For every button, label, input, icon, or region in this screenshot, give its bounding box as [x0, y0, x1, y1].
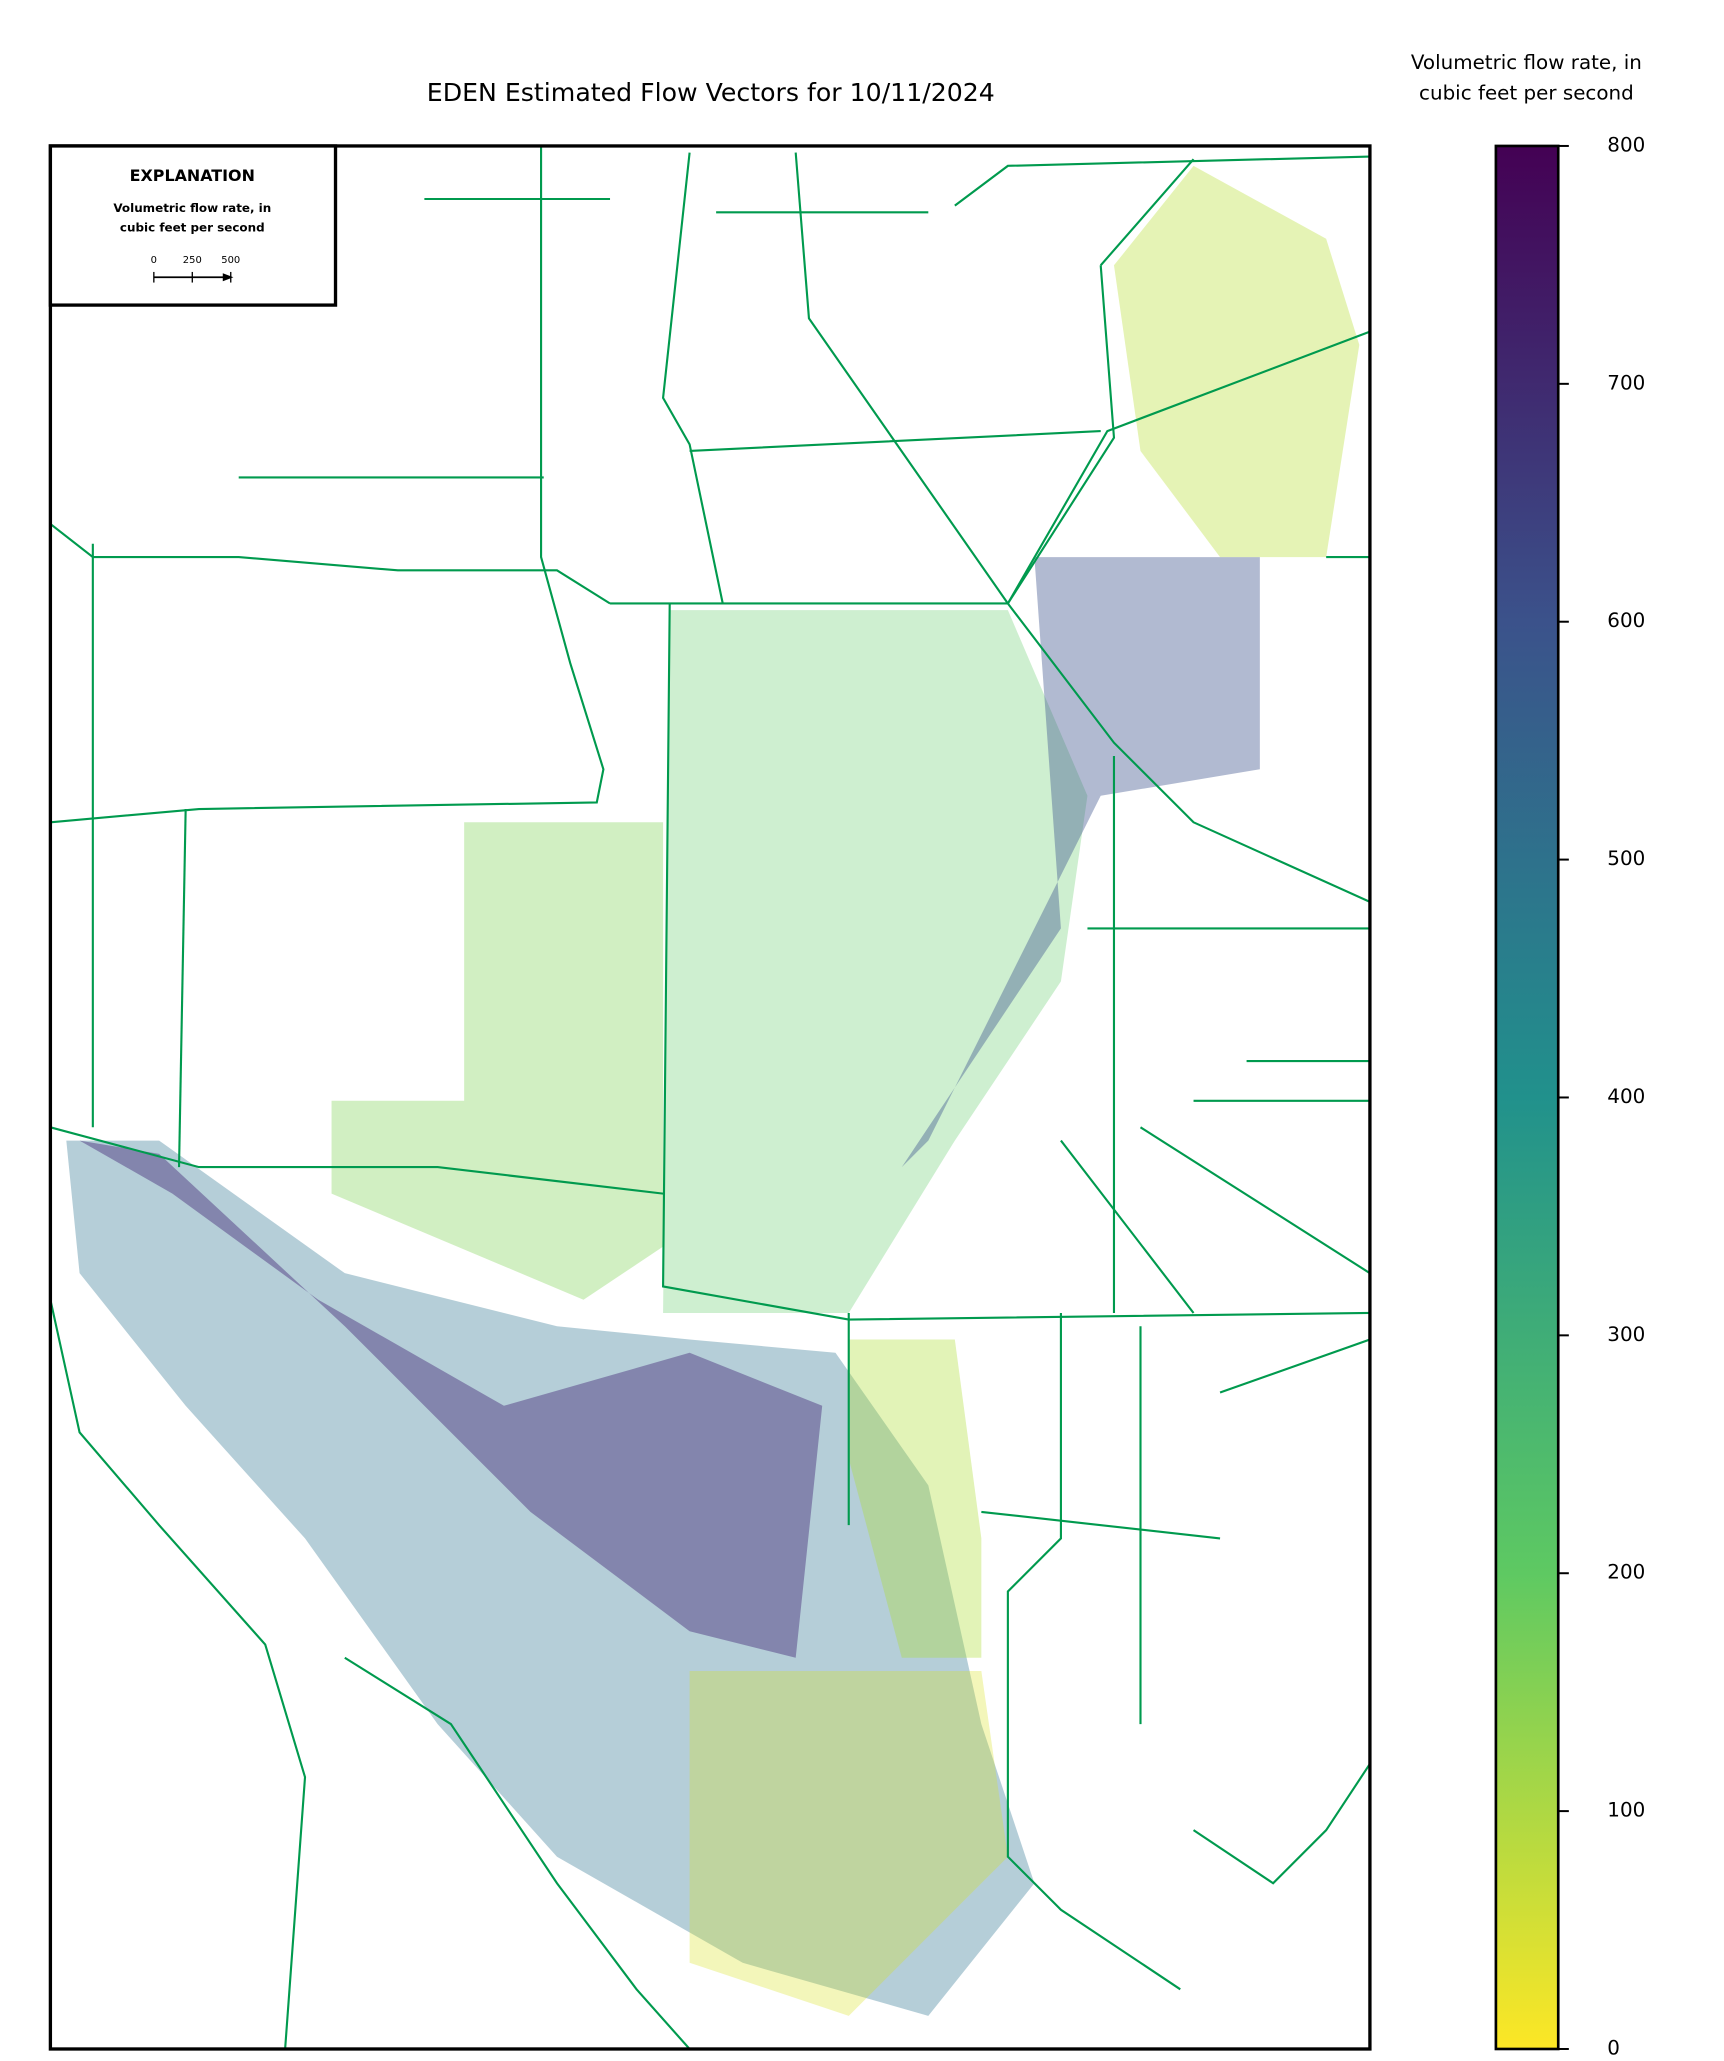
- colorbar-tick-label: 500: [1607, 847, 1645, 870]
- scale-tick-label: 0: [151, 255, 157, 266]
- map: [50, 145, 1370, 2049]
- explanation-box: [48, 144, 338, 307]
- colorbar-tick-label: 200: [1607, 1561, 1645, 1584]
- explanation-label: cubic feet per second: [120, 221, 265, 235]
- colorbar-tick-label: 0: [1607, 2036, 1620, 2059]
- colorbar-tick-label: 600: [1607, 609, 1645, 632]
- colorbar: [1494, 144, 1560, 2051]
- colorbar-tick-label: 300: [1607, 1323, 1645, 1346]
- flow-zone: [1113, 165, 1360, 558]
- scale-arrow-head: [222, 273, 234, 282]
- scale-tick-label: 500: [221, 255, 240, 266]
- map-frame: [48, 144, 1372, 2051]
- explanation-label: Volumetric flow rate, in: [113, 201, 271, 215]
- colorbar-label: Volumetric flow rate, in: [1411, 51, 1642, 74]
- colorbar-label: cubic feet per second: [1419, 82, 1634, 105]
- map-title: EDEN Estimated Flow Vectors for 10/11/20…: [427, 78, 995, 107]
- colorbar-tick-label: 800: [1607, 133, 1645, 156]
- flow-zone: [79, 1140, 823, 1658]
- colorbar-tick-label: 400: [1607, 1085, 1645, 1108]
- flow-zone: [663, 610, 1088, 1313]
- colorbar-tick-label: 100: [1607, 1799, 1645, 1822]
- flow-zone: [848, 1339, 982, 1658]
- flow-zone: [66, 1140, 1035, 2016]
- flow-zone: [689, 1671, 1008, 2016]
- explanation-heading: EXPLANATION: [130, 166, 255, 185]
- colorbar-tick-label: 700: [1607, 371, 1645, 394]
- scale-tick-label: 250: [183, 255, 202, 266]
- flow-zone: [901, 557, 1260, 1168]
- flow-zone: [331, 822, 664, 1300]
